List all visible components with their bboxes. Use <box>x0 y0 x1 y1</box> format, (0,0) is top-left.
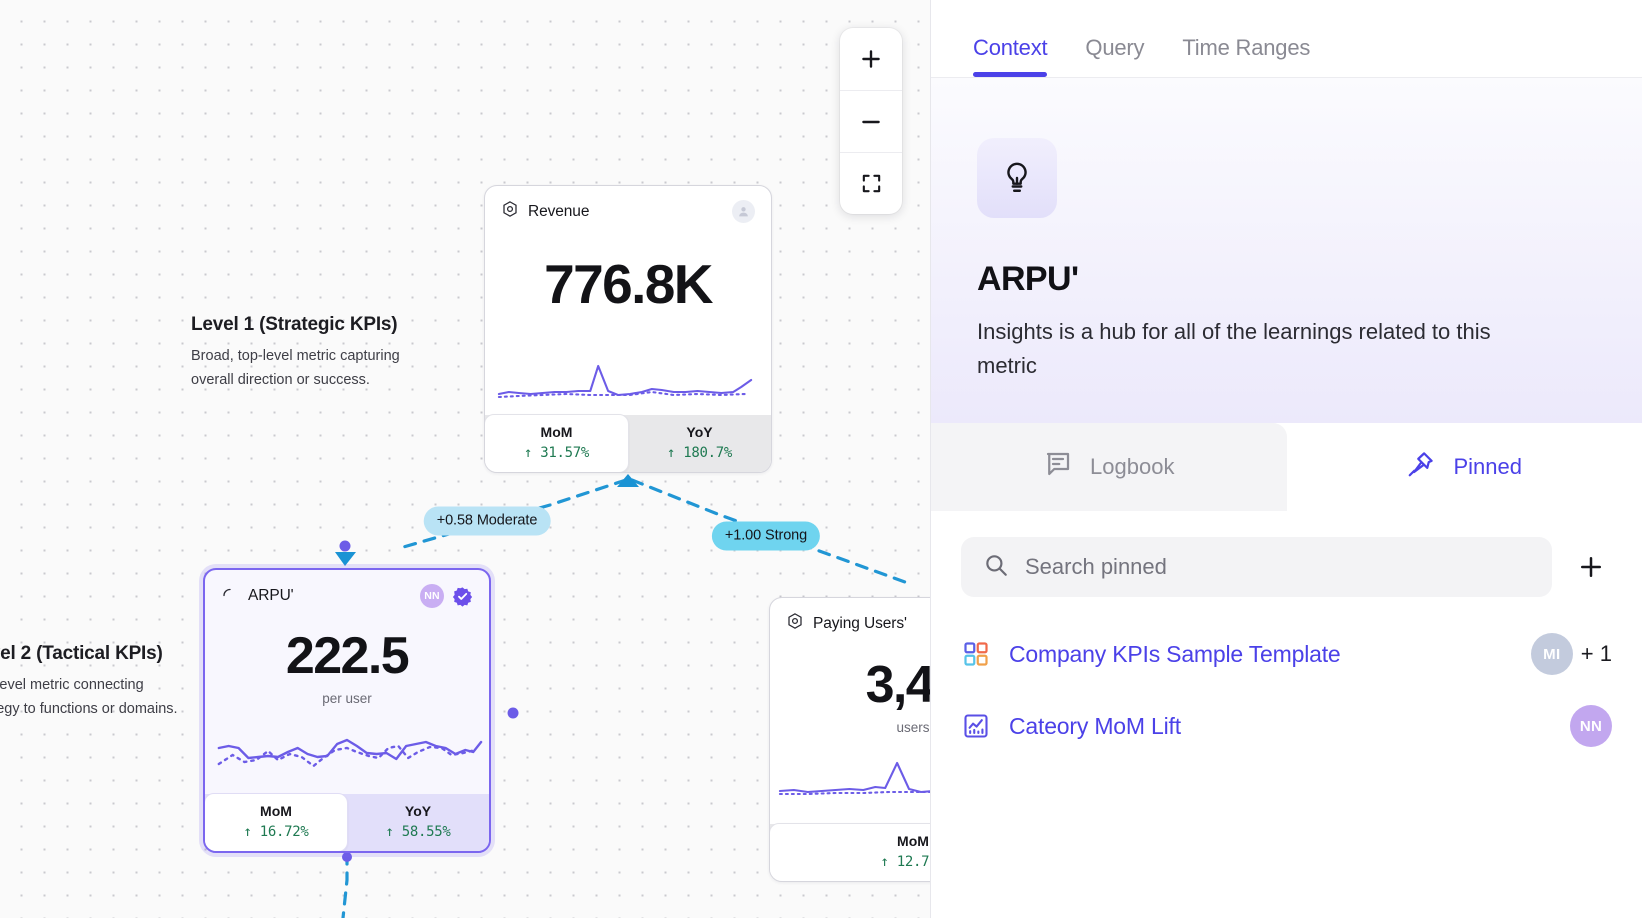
edge-label-strong[interactable]: +1.00 Strong <box>711 521 821 551</box>
panel-hero: ARPU' Insights is a hub for all of the l… <box>931 78 1642 424</box>
stat-delta: ↑ 16.72% <box>243 824 309 840</box>
subtab-label: Logbook <box>1090 454 1175 480</box>
metric-unit: users <box>896 720 930 735</box>
stat-mom[interactable]: MoM ↑ 31.57% <box>485 414 629 472</box>
list-item-label: Company KPIs Sample Template <box>1009 640 1341 667</box>
hexagon-metric-icon <box>786 612 804 635</box>
stat-label: MoM <box>540 424 573 440</box>
tab-context[interactable]: Context <box>961 35 1059 77</box>
card-title: ARPU' <box>248 587 294 604</box>
stat-mom[interactable]: MoM ↑ 16.72% <box>205 793 348 851</box>
stat-delta: ↑ 12.72% <box>880 854 930 870</box>
level-1-title: Level 1 (Strategic KPIs) <box>191 314 398 335</box>
card-title: Revenue <box>528 202 590 220</box>
zoom-toolbar <box>840 28 902 214</box>
level-1-desc-line2: overall direction or success. <box>191 372 370 389</box>
panel-title: ARPU' <box>977 260 1079 298</box>
context-panel: Context Query Time Ranges ARPU' Insights… <box>930 0 1642 918</box>
logbook-icon <box>1043 449 1073 485</box>
stat-label: MoM <box>897 833 929 849</box>
subtab-pinned[interactable]: Pinned <box>1286 423 1642 512</box>
avatar[interactable]: MI <box>1530 633 1573 676</box>
stat-delta: ↑ 180.7% <box>666 445 733 461</box>
subtab-label: Pinned <box>1453 454 1522 480</box>
list-item[interactable]: Cateory MoM Lift NN <box>961 705 1612 748</box>
tab-time-ranges[interactable]: Time Ranges <box>1182 35 1311 60</box>
fit-view-button[interactable] <box>840 152 902 214</box>
lightbulb-icon <box>977 138 1057 218</box>
panel-subtabs: Logbook Pinned <box>931 423 1642 512</box>
card-body: 3,49 users <box>770 639 930 824</box>
metric-card-arpu[interactable]: ARPU' NN 222.5 per user MoM <box>203 568 491 853</box>
stat-mom[interactable]: MoM ↑ 12.72% <box>770 823 930 881</box>
level-2-desc-line2: strategy to functions or domains. <box>0 701 178 718</box>
pinned-search-area <box>931 511 1642 607</box>
stat-delta: ↑ 58.55% <box>385 824 451 840</box>
hexagon-metric-icon <box>501 200 519 223</box>
pin-icon <box>1406 449 1436 485</box>
metric-card-revenue[interactable]: Revenue 776.8K MoM ↑ 31.57% YoY ↑ 180.7% <box>484 185 772 473</box>
level-1-desc-line1: Broad, top-level metric capturing <box>191 348 400 364</box>
add-pin-button[interactable] <box>1570 546 1612 588</box>
stat-delta: ↑ 31.57% <box>523 445 590 461</box>
list-item-label: Cateory MoM Lift <box>1009 712 1181 739</box>
card-body: 222.5 per user <box>205 612 489 794</box>
grid-squares-icon <box>961 639 991 669</box>
loading-spinner-icon <box>221 585 239 608</box>
edge-label-moderate[interactable]: +0.58 Moderate <box>423 506 551 536</box>
stat-yoy[interactable]: YoY ↑ 58.55% <box>347 794 489 851</box>
stat-yoy[interactable]: YoY ↑ 180.7% <box>628 415 771 472</box>
metric-unit: per user <box>322 691 372 706</box>
metric-value: 3,49 <box>865 656 930 714</box>
metric-card-paying-users[interactable]: Paying Users' 3,49 users MoM ↑ 12.72% <box>769 597 930 882</box>
panel-tabbar: Context Query Time Ranges <box>931 0 1642 78</box>
zoom-in-button[interactable] <box>840 28 902 90</box>
line-chart-icon <box>961 711 991 741</box>
zoom-out-button[interactable] <box>840 90 902 152</box>
avatar[interactable]: NN <box>420 584 444 608</box>
search-box[interactable] <box>961 537 1552 598</box>
level-2-title: Level 2 (Tactical KPIs) <box>0 643 163 664</box>
avatar[interactable]: NN <box>1570 705 1612 748</box>
card-header: ARPU' NN <box>205 570 489 612</box>
pinned-list: Company KPIs Sample Template MI + 1 Cate… <box>931 607 1642 748</box>
stat-label: YoY <box>686 424 713 440</box>
level-2-annotation: Level 2 (Tactical KPIs) Mid-level metric… <box>0 643 178 721</box>
stat-label: YoY <box>404 803 432 819</box>
sparkline-chart <box>217 738 483 768</box>
graph-canvas[interactable]: +0.58 Moderate +1.00 Strong Level 1 (Str… <box>0 0 930 918</box>
search-icon <box>983 552 1009 583</box>
card-header: Paying Users' <box>770 598 930 639</box>
avatar[interactable] <box>732 200 755 223</box>
level-1-annotation: Level 1 (Strategic KPIs) Broad, top-leve… <box>191 314 400 392</box>
stat-row: MoM ↑ 16.72% YoY ↑ 58.55% <box>205 793 489 851</box>
subtab-logbook[interactable]: Logbook <box>931 423 1287 512</box>
list-item[interactable]: Company KPIs Sample Template MI + 1 <box>961 633 1612 676</box>
panel-subtitle: Insights is a hub for all of the learnin… <box>977 319 1491 379</box>
metric-value: 222.5 <box>285 627 410 685</box>
avatar-overflow-count: + 1 <box>1580 641 1612 667</box>
verified-badge-icon[interactable] <box>451 585 473 607</box>
sparkline-chart <box>497 364 753 399</box>
card-title: Paying Users' <box>813 614 907 632</box>
card-header: Revenue <box>485 186 771 227</box>
metric-value: 776.8K <box>544 253 713 315</box>
tab-query[interactable]: Query <box>1085 35 1145 60</box>
stat-row: MoM ↑ 12.72% <box>770 823 930 881</box>
card-body: 776.8K <box>485 227 771 415</box>
stat-row: MoM ↑ 31.57% YoY ↑ 180.7% <box>485 414 771 472</box>
level-2-desc-line1: Mid-level metric connecting <box>0 677 144 693</box>
sparkline-chart <box>778 761 930 796</box>
search-input[interactable] <box>1025 554 1530 581</box>
stat-label: MoM <box>260 803 292 819</box>
